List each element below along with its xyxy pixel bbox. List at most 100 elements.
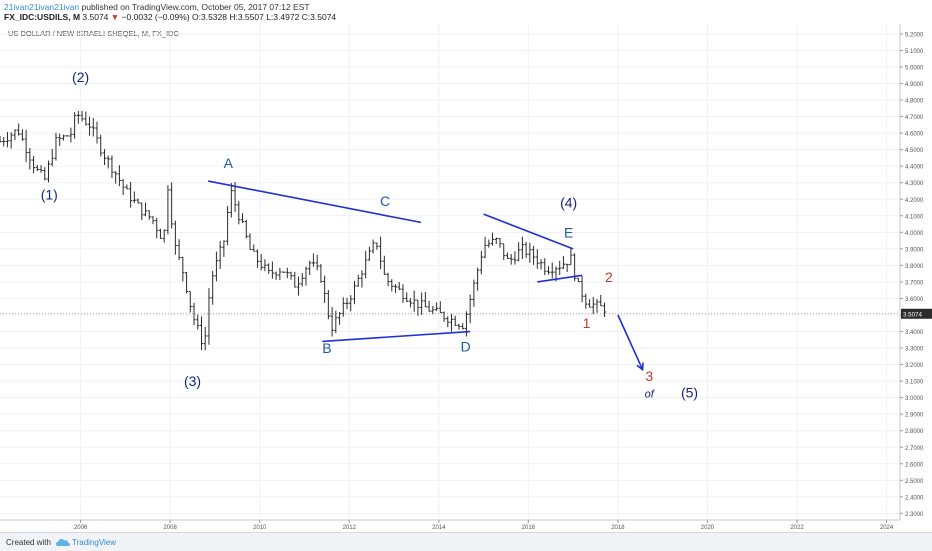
ohlc-bar [434, 302, 439, 312]
tradingview-brand[interactable]: TradingView [72, 538, 117, 547]
ohlc-bar [453, 315, 457, 327]
ohlc-bar [587, 299, 592, 308]
y-tick-label: 2.8000 [905, 429, 924, 435]
price-axis[interactable]: 5.2000 5.1000 5.0000 4.9000 4.8000 4.7000 4.60… [900, 32, 932, 518]
ohlc-bar [323, 275, 327, 304]
ohlc-bar [240, 213, 245, 224]
ohlc-bar [252, 244, 256, 252]
y-tick-label: 3.3000 [905, 347, 924, 353]
ohlc-bar [13, 129, 17, 140]
ohlc-bar [226, 206, 230, 246]
ohlc-bar [401, 284, 405, 304]
ohlc-bar [442, 311, 446, 322]
ohlc-bar [502, 243, 506, 261]
y-tick-label: 3.6000 [905, 297, 924, 303]
ohlc-bar [263, 259, 267, 272]
ohlc-bar [203, 326, 207, 351]
ohlc-bar [524, 241, 528, 259]
ohlc-bar [296, 276, 301, 296]
x-tick-label: 2022 [790, 525, 804, 531]
wave-label: (1) [41, 186, 58, 202]
ohlc-bar [229, 182, 233, 218]
trendline[interactable] [483, 213, 574, 250]
ohlc-bar [155, 217, 159, 239]
ohlc-bar [520, 236, 524, 260]
ohlc-bar [39, 165, 43, 173]
y-tick-label: 3.0000 [905, 396, 924, 402]
ohlc-bar [319, 264, 323, 283]
ohlc-bar [73, 112, 77, 139]
ohlc-bar [449, 314, 454, 332]
y-tick-label: 3.2000 [905, 363, 924, 369]
ohlc-bar [569, 248, 573, 266]
ohlc-bar [337, 312, 342, 325]
ohlc-bar [326, 289, 330, 320]
trendline[interactable] [537, 274, 583, 283]
y-tick-label: 4.1000 [905, 214, 924, 220]
wave-labels: (1) (2) (3) A B C D E (4) 1 2 3 of (5) [41, 69, 698, 401]
ohlc-bar [54, 132, 58, 161]
x-tick-label: 2006 [74, 525, 88, 531]
last-price-value: 3.5074 [82, 12, 109, 22]
ohlc-bars [0, 110, 607, 351]
ohlc-bar [378, 236, 383, 270]
ohlc-bar [158, 228, 163, 239]
ohlc-bar [494, 237, 498, 244]
wave-label: D [461, 338, 471, 354]
ohlc-bar [147, 210, 151, 220]
ohlc-bar [121, 179, 125, 196]
ohlc-bar [289, 271, 293, 280]
ohlc-bar [31, 155, 36, 174]
ohlc-bar [367, 246, 372, 261]
y-tick-label: 4.7000 [905, 115, 924, 121]
time-axis[interactable]: 2006 2008 2010 2012 2014 2016 2018 2020 2022 2024 [74, 520, 894, 531]
ohlc-bar [255, 249, 260, 268]
ohlc-bar [561, 255, 566, 269]
ohlc-bar [211, 270, 215, 305]
trendline[interactable] [208, 180, 422, 224]
trendline[interactable] [322, 330, 471, 343]
ohlc-bar [487, 239, 491, 248]
last-price-label: 3.5074 [903, 311, 922, 318]
ohlc-bar [177, 239, 181, 261]
ohlc-bar [188, 291, 192, 313]
ohlc-bar [128, 181, 133, 208]
ohlc-bar [166, 185, 170, 235]
y-tick-label: 2.9000 [905, 413, 924, 419]
ohlc-bar [543, 258, 547, 276]
wave-label: of [645, 389, 655, 401]
arrow-head-icon [636, 362, 644, 372]
wave-label: C [380, 193, 390, 209]
ohlc-bar [535, 249, 539, 269]
ohlc-bar [334, 310, 338, 334]
ohlc-bar [35, 164, 39, 172]
ohlc-bar [360, 270, 364, 288]
author-link[interactable]: 21ivan21ivan21ivan [4, 2, 80, 12]
ohlc-bar [20, 129, 24, 141]
ohlc-bar [192, 302, 196, 326]
ohlc-bar [412, 290, 416, 312]
projection-arrow[interactable] [617, 314, 644, 370]
ohlc-bar [244, 219, 248, 239]
ohlc-bar [446, 316, 450, 328]
price-chart[interactable]: US DOLLAR / NEW ISRAELI SHEQEL, M, FX_ID… [0, 24, 932, 532]
ohlc-bar [162, 229, 166, 243]
ohlc-bar [468, 294, 472, 324]
ohlc-bar [576, 277, 580, 283]
ohlc-bar [393, 284, 398, 293]
ohlc-bar [270, 261, 274, 279]
ohlc-line: FX_IDC:USDILS, M 3.5074 ▼ −0.0032 (−0.09… [4, 12, 704, 22]
y-tick-label: 2.4000 [905, 495, 924, 501]
plot-background [0, 24, 900, 520]
change-value: −0.0032 (−0.09%) [121, 12, 190, 22]
y-tick-label: 4.6000 [905, 132, 924, 138]
ohlc-bar [550, 262, 554, 279]
ohlc-bar [423, 291, 427, 308]
ohlc-bar [416, 299, 420, 316]
ohlc-bar [505, 252, 510, 259]
y-tick-label: 3.4000 [905, 330, 924, 336]
ohlc-bar [375, 242, 379, 250]
ohlc-bar [479, 250, 483, 275]
ohlc-bar [237, 201, 241, 225]
ohlc-bar [181, 256, 185, 282]
